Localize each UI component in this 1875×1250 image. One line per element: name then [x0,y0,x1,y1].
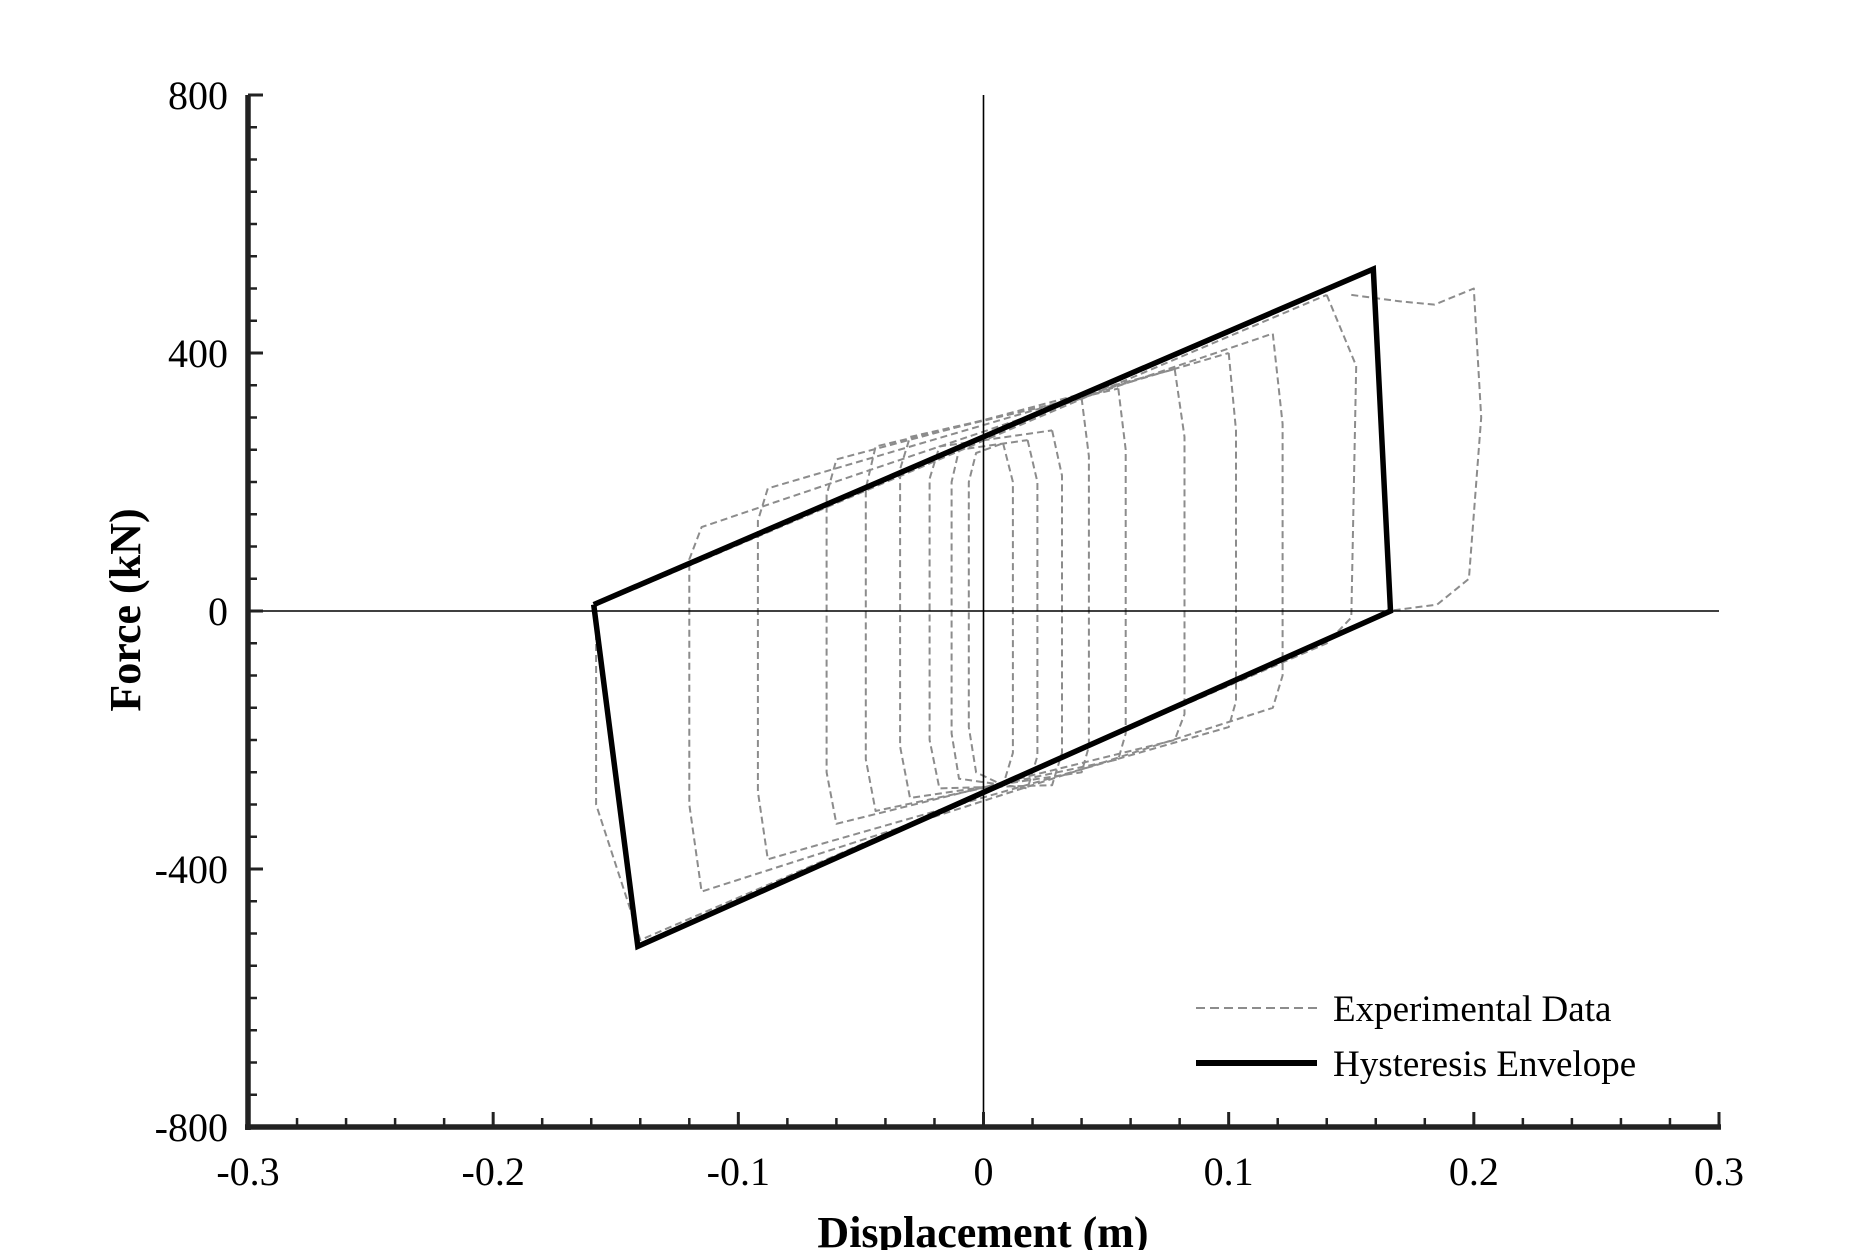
x-tick-label: -0.1 [707,1149,770,1194]
x-tick-label: 0.1 [1204,1149,1254,1194]
x-tick-label: -0.2 [462,1149,525,1194]
experimental-loop-3 [899,397,1090,799]
x-axis-title: Displacement (m) [817,1208,1148,1250]
legend-envelope-label: Hysteresis Envelope [1333,1044,1636,1085]
experimental-loop-7 [688,332,1284,893]
x-tick-label: 0 [974,1149,994,1194]
experimental-loop-2 [928,429,1063,790]
hysteresis-envelope-line [590,265,1394,951]
y-tick-label: 400 [168,331,228,376]
legend: Experimental Data Hysteresis Envelope [1196,989,1636,1085]
tick-labels: -0.3 -0.2 -0.1 0 0.1 0.2 0.3 -800 -400 0 400 800 [155,73,1744,1194]
experimental-loop-9 [1351,287,1483,612]
hysteresis-envelope-layer [590,265,1394,951]
x-tick-label: 0.2 [1449,1149,1499,1194]
y-axis-title: Force (kN) [101,508,150,711]
zero-reference-lines [248,95,1719,1127]
legend-experimental-label: Experimental Data [1333,989,1611,1030]
y-tick-label: 0 [208,589,228,634]
experimental-loop-6 [756,352,1237,861]
experimental-loop-5 [825,368,1186,825]
x-tick-label: -0.3 [216,1149,279,1194]
experimental-loop-8 [595,293,1358,941]
experimental-loop-1 [950,439,1039,790]
x-tick-label: 0.3 [1694,1149,1744,1194]
tick-marks [246,93,1721,1129]
experimental-loop-4 [864,387,1127,812]
y-tick-label: 800 [168,73,228,118]
y-tick-label: -400 [155,847,228,892]
y-tick-label: -800 [155,1105,228,1150]
experimental-data-layer [595,287,1483,941]
experimental-loop-0 [967,442,1014,787]
